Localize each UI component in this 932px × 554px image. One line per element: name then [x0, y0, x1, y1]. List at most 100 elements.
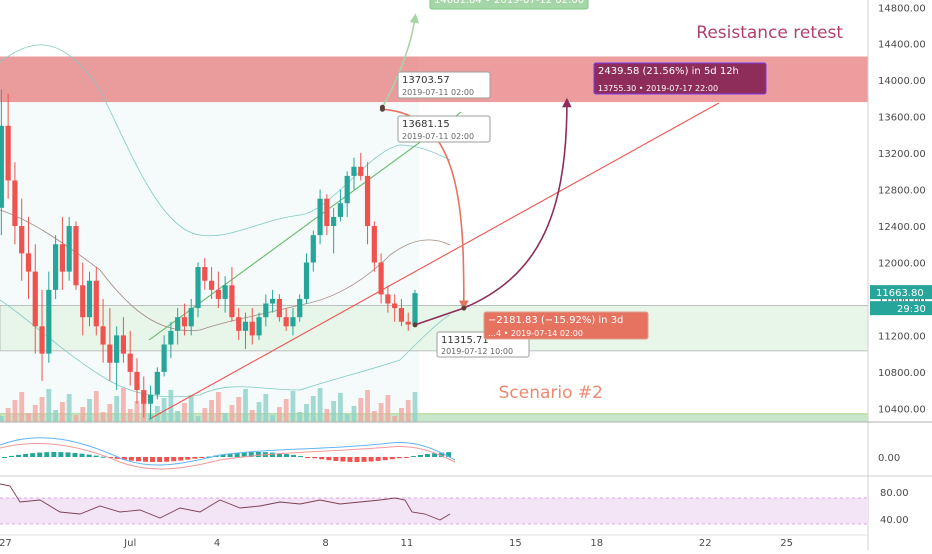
candle-body [378, 262, 384, 295]
volume-bar [53, 410, 59, 422]
macd-bar [9, 455, 15, 457]
label-13681-date: 2019-07-11 02:00 [402, 132, 474, 141]
drop-label-date: …4 • 2019-07-14 02:00 [488, 329, 583, 338]
macd-bar [16, 454, 22, 457]
top-cut-label: 14681.84 • 2019-07-12 02:00 [429, 0, 589, 10]
volume-bar [46, 389, 52, 422]
price-tick-label: 13600.00 [878, 113, 926, 124]
volume-bar [304, 404, 309, 422]
macd-bar [157, 457, 163, 462]
macd-bar [361, 457, 367, 462]
macd-bar [446, 452, 452, 457]
candle-body [331, 216, 337, 227]
macd-bar [340, 457, 346, 462]
volume-bar [399, 408, 404, 422]
candle-body [107, 344, 113, 363]
macd-bar [23, 453, 29, 457]
macd-signal [0, 442, 456, 470]
volume-bar [202, 408, 208, 422]
candle-body [371, 226, 377, 263]
candle-body [270, 298, 276, 304]
macd-bar [333, 457, 339, 461]
candle-body [249, 321, 255, 336]
x-tick-label: 27 [0, 538, 12, 549]
bollinger-lower [0, 299, 451, 398]
candle-body [181, 317, 188, 327]
volume-bar [385, 395, 391, 422]
volume-bar [324, 409, 330, 422]
volume-bar [358, 398, 364, 422]
candle-body [351, 166, 357, 176]
candle-body [188, 308, 194, 327]
candle-body [147, 394, 154, 404]
macd-bar [255, 452, 261, 457]
candle-body [229, 285, 235, 318]
macd-bar [37, 452, 43, 457]
drop-label: −2181.83 (−15.92%) in 3d …4 • 2019-07-14 … [483, 311, 649, 340]
candle-body [385, 294, 391, 304]
price-tick-label: 10800.00 [878, 368, 926, 379]
top-cut-label-value: 14681.84 • 2019-07-12 02:00 [434, 0, 584, 6]
volume-bar [209, 400, 214, 422]
macd-bar [368, 457, 374, 462]
macd-bar [178, 457, 184, 461]
drop-label-value: −2181.83 (−15.92%) in 3d [488, 315, 623, 326]
volume-bar [236, 397, 242, 422]
price-tick-label: 10400.00 [878, 404, 926, 415]
price-tick-label: 12000.00 [878, 258, 926, 269]
macd-bar [58, 452, 64, 457]
resistance-title: Resistance retest [696, 23, 843, 43]
candle-body [168, 330, 174, 345]
macd-line [0, 437, 456, 466]
volume-bar [229, 405, 235, 422]
macd-bar [220, 454, 226, 457]
label-11315-date: 2019-07-12 10:00 [441, 347, 513, 356]
price-tick-label: 12800.00 [878, 186, 926, 197]
price-tick-label: 11200.00 [878, 331, 926, 342]
candle-body [80, 285, 86, 318]
macd-bar [121, 457, 127, 460]
trend-line [148, 102, 720, 420]
candle-body [19, 226, 25, 254]
macd-bar [425, 454, 430, 457]
anchor-point [412, 322, 418, 328]
label-13681: 13681.15 2019-07-11 02:00 [397, 115, 491, 143]
volume-bar [290, 391, 296, 422]
candle-body [337, 203, 344, 217]
volume-bar [344, 414, 350, 422]
label-13703-date: 2019-07-11 02:00 [402, 88, 474, 97]
candle-body [46, 289, 52, 354]
candle-body [32, 271, 38, 327]
current-price-value: 11663.80 [876, 288, 924, 299]
candle-body [86, 280, 93, 318]
macd-bar [382, 457, 388, 461]
candle-body [25, 253, 32, 272]
price-tick-label: 11600.00 [878, 295, 926, 306]
volume-bar [338, 393, 343, 422]
macd-bar [192, 457, 198, 459]
macd-bar [93, 455, 99, 457]
volume-bar [114, 396, 120, 422]
candle-body [195, 267, 201, 309]
candle-body [202, 267, 208, 281]
volume-bar [405, 400, 411, 422]
volume-bar [87, 399, 92, 422]
macd-bar [439, 452, 445, 457]
volume-bar [378, 403, 384, 422]
price-tick-label: 12400.00 [878, 222, 926, 233]
macd-bar [199, 457, 205, 458]
macd-bar [347, 457, 353, 462]
macd-bar [51, 452, 57, 457]
macd-bar [234, 452, 240, 457]
volume-bar [215, 392, 221, 422]
macd-bar [298, 456, 304, 458]
macd-bar [143, 457, 148, 462]
candle-body [303, 262, 310, 299]
arrow-green [381, 13, 420, 108]
macd-bar [276, 453, 282, 457]
macd-bar [305, 457, 311, 458]
candle-body [59, 244, 65, 272]
current-time-value: 29:30 [897, 304, 926, 315]
